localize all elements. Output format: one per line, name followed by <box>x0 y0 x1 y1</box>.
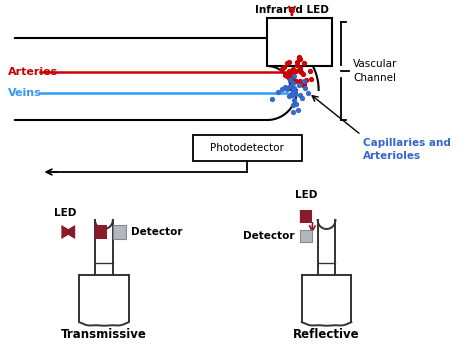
Text: Arteries: Arteries <box>8 67 58 77</box>
Bar <box>193 135 302 161</box>
Bar <box>300 230 312 242</box>
Text: Reflective: Reflective <box>293 328 360 341</box>
Polygon shape <box>64 225 75 239</box>
Text: LED: LED <box>294 190 317 200</box>
Text: Vascular
Channel: Vascular Channel <box>353 59 398 83</box>
Text: Infrared LED: Infrared LED <box>255 5 329 15</box>
Text: Veins: Veins <box>8 88 42 98</box>
Text: Detector: Detector <box>131 227 182 237</box>
Text: Photodetector: Photodetector <box>210 143 284 153</box>
Text: LED: LED <box>54 208 76 218</box>
Text: Capillaries and
Arterioles: Capillaries and Arterioles <box>363 138 451 161</box>
Bar <box>95 225 107 239</box>
Text: Detector: Detector <box>243 231 295 241</box>
Bar <box>267 18 331 66</box>
Text: Transmissive: Transmissive <box>61 328 147 341</box>
Polygon shape <box>300 210 313 223</box>
Bar <box>113 225 126 239</box>
Polygon shape <box>61 225 73 239</box>
Bar <box>300 210 312 223</box>
